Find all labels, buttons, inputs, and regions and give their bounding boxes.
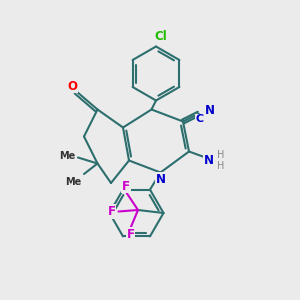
Text: C: C xyxy=(195,114,203,124)
Text: F: F xyxy=(122,179,130,193)
Text: F: F xyxy=(127,227,134,241)
Text: Me: Me xyxy=(65,177,81,187)
Text: Me: Me xyxy=(59,151,75,161)
Text: H: H xyxy=(218,161,225,171)
Text: F: F xyxy=(108,205,116,218)
Text: N: N xyxy=(155,172,166,186)
Text: O: O xyxy=(67,80,77,93)
Text: N: N xyxy=(203,154,214,167)
Text: Cl: Cl xyxy=(154,30,167,44)
Text: N: N xyxy=(205,104,215,117)
Text: H: H xyxy=(218,150,225,160)
